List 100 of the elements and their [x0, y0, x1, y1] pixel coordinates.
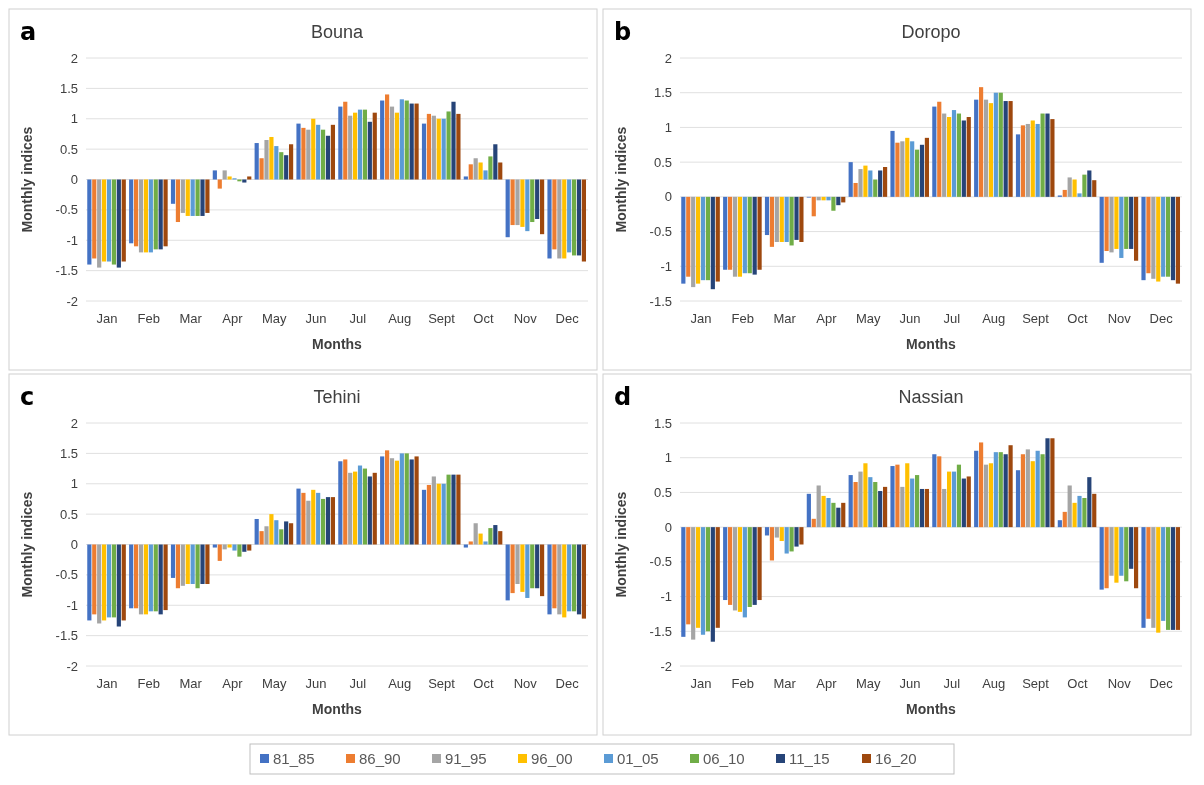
bar — [367, 121, 372, 180]
x-tick-label: Nov — [1107, 676, 1132, 691]
bar — [883, 167, 888, 197]
bar — [1170, 196, 1176, 281]
bar — [1082, 497, 1087, 528]
bar — [232, 544, 237, 551]
legend-label: 16_20 — [875, 750, 917, 768]
bar — [895, 464, 900, 528]
bar — [441, 483, 446, 545]
y-tick-label: -1 — [660, 258, 672, 274]
x-tick-label: Oct — [1067, 311, 1088, 326]
bar — [552, 544, 557, 609]
bar — [269, 514, 274, 545]
bar — [121, 544, 126, 621]
bar — [185, 544, 190, 584]
x-tick-label: Mar — [179, 676, 203, 691]
bar — [463, 176, 468, 180]
bar — [325, 135, 331, 180]
bar — [301, 492, 306, 545]
bar — [254, 143, 259, 180]
bar — [242, 179, 247, 183]
bar — [399, 99, 404, 180]
bar — [757, 196, 762, 270]
x-tick-label: Oct — [473, 311, 494, 326]
bar — [737, 527, 743, 612]
bar — [279, 529, 284, 545]
bar — [1050, 119, 1055, 197]
bar — [116, 179, 121, 268]
bar — [111, 179, 117, 265]
x-tick-label: Jun — [899, 676, 921, 691]
bar — [700, 196, 706, 281]
bar — [567, 179, 572, 253]
bar — [148, 179, 153, 253]
bar — [910, 141, 915, 197]
y-tick-label: -1.5 — [649, 293, 672, 309]
bar — [853, 482, 858, 528]
bar — [836, 507, 841, 528]
bar — [878, 170, 883, 197]
bar — [794, 196, 799, 240]
bar — [138, 544, 144, 615]
bar — [1092, 180, 1097, 197]
bar — [1087, 477, 1092, 528]
bar — [316, 124, 321, 180]
bar — [552, 179, 557, 250]
bar — [983, 464, 989, 528]
bar — [289, 523, 294, 545]
x-tick-label: May — [855, 311, 882, 326]
bar — [227, 544, 232, 548]
x-tick-label: Dec — [1149, 676, 1174, 691]
bar — [831, 196, 836, 211]
x-tick-label: Feb — [137, 676, 160, 691]
y-tick-label: -0.5 — [649, 554, 672, 570]
bar — [747, 527, 752, 607]
x-tick-label: Jul — [943, 676, 961, 691]
bar — [97, 179, 102, 268]
bar — [190, 544, 195, 584]
bar — [1015, 470, 1021, 528]
bar — [493, 525, 498, 545]
bar — [102, 179, 107, 262]
y-tick-label: 1.5 — [59, 80, 78, 96]
bar — [515, 544, 520, 584]
bar — [764, 527, 770, 536]
bar — [1015, 134, 1021, 197]
bar — [1166, 527, 1171, 630]
bar — [338, 106, 343, 180]
bar — [190, 179, 195, 216]
bar — [311, 489, 316, 545]
bar — [728, 527, 733, 605]
x-tick-label: Jan — [690, 311, 712, 326]
bar — [180, 179, 185, 213]
bar — [572, 179, 577, 256]
bar — [1170, 527, 1176, 630]
bar — [836, 196, 841, 206]
bar — [129, 179, 134, 244]
x-tick-label: Sept — [428, 311, 456, 326]
bar — [269, 136, 274, 180]
bar — [1134, 527, 1139, 589]
text: c — [20, 383, 35, 411]
bar — [143, 544, 149, 615]
bar — [848, 475, 853, 528]
bar — [1003, 101, 1008, 197]
bar — [284, 521, 289, 545]
x-tick-label: Aug — [982, 676, 1006, 691]
bar — [764, 196, 770, 236]
y-tick-label: -0.5 — [649, 224, 672, 240]
bar — [915, 475, 920, 528]
bar — [1008, 445, 1013, 528]
bar — [530, 179, 535, 223]
bar — [547, 179, 552, 259]
y-tick-label: 0 — [664, 519, 672, 535]
bar — [254, 518, 259, 545]
bar — [1062, 189, 1067, 197]
bar — [200, 179, 205, 216]
bar — [348, 115, 353, 180]
bar — [227, 176, 232, 180]
y-tick-label: 1 — [70, 476, 78, 492]
x-tick-label: Oct — [473, 676, 494, 691]
bar — [1030, 461, 1035, 528]
bar — [769, 196, 775, 247]
bar — [932, 106, 937, 197]
